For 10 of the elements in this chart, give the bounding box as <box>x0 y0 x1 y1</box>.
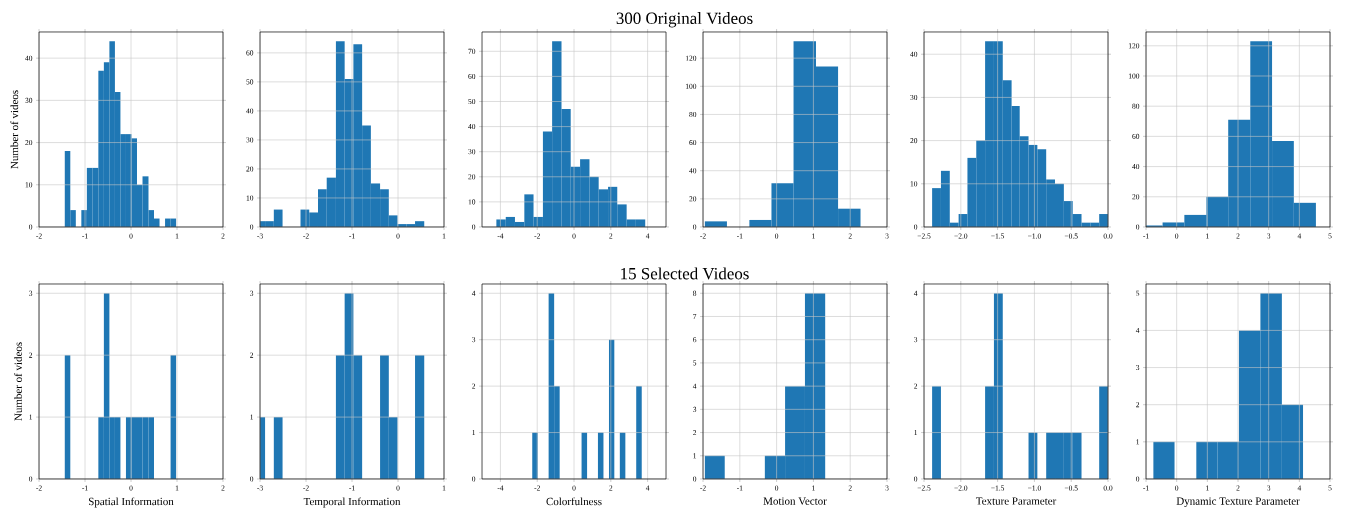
x-axis-title: Motion Vector <box>763 497 827 505</box>
x-axis-title: Temporal Information <box>303 497 401 508</box>
y-axis-title: Number of videos <box>10 90 19 169</box>
x-axis-title: Texture Parameter <box>975 497 1057 505</box>
y-axis-title: Number of videos <box>14 342 22 421</box>
x-axis-title: Colorfulness <box>546 497 602 506</box>
x-axis-title: Spatial Information <box>88 497 174 508</box>
chart-title: 15 Selected Videos <box>621 267 749 280</box>
x-axis-title: Dynamic Texture Parameter <box>1176 497 1300 507</box>
chart-title: 300 Original Videos <box>616 12 753 28</box>
